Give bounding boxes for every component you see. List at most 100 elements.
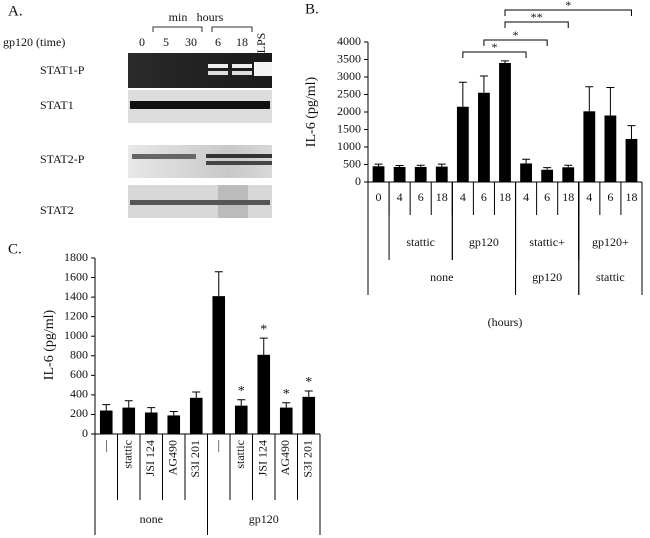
bar [583, 111, 596, 182]
error-bar [147, 407, 156, 413]
y-tick-label: 3500 [337, 51, 361, 65]
y-tick-label: 200 [70, 406, 88, 420]
row-label: STAT2-P [40, 152, 85, 166]
error-bar [259, 337, 268, 355]
time-group: hours [197, 10, 224, 24]
x-label: gp120 (time) [3, 35, 65, 49]
error-bar [416, 164, 425, 167]
group-label: stattic [406, 235, 435, 249]
x-tick-label: 18 [625, 190, 637, 204]
bar [189, 397, 203, 434]
x-tick-label: JSI 124 [143, 440, 157, 476]
significance-label: * [283, 387, 290, 402]
x-tick-label: S3I 201 [301, 440, 315, 478]
lane-label: LPS [254, 33, 268, 54]
bar [541, 169, 554, 182]
y-tick-label: 0 [355, 174, 361, 188]
panel-label: B. [305, 1, 319, 17]
y-tick-label: 2000 [337, 104, 361, 118]
error-bar [192, 391, 201, 398]
x-tick-label: 6 [481, 190, 487, 204]
y-tick-label: 600 [70, 367, 88, 381]
bar [99, 410, 113, 434]
y-tick-label: 400 [70, 387, 88, 401]
error-bar [237, 399, 246, 406]
error-bar [282, 402, 291, 408]
y-tick-label: 3000 [337, 69, 361, 83]
panel-label: C. [8, 241, 22, 257]
error-bar [606, 87, 615, 116]
bar [604, 115, 617, 182]
y-tick-label: 4000 [337, 34, 361, 48]
group-label: stattic+ [529, 235, 565, 249]
x-axis-label: (hours) [488, 315, 523, 329]
significance-label: ** [531, 10, 543, 24]
bar [562, 167, 575, 182]
error-bar [564, 164, 573, 168]
bar [478, 92, 490, 182]
x-tick-label: 0 [376, 190, 382, 204]
bar [456, 106, 469, 182]
error-bar [458, 81, 467, 107]
y-tick-label: 2500 [337, 86, 361, 100]
x-tick-label: — [211, 439, 225, 453]
bar [302, 396, 316, 434]
group-label: gp120 [249, 512, 279, 526]
error-bar [374, 163, 383, 167]
significance-bracket [504, 21, 569, 28]
error-bar [102, 404, 111, 411]
error-bar [437, 163, 446, 167]
bar [372, 166, 385, 182]
y-tick-label: 1400 [64, 289, 88, 303]
bar [499, 63, 511, 182]
bar [144, 412, 158, 434]
bar [625, 138, 638, 182]
x-tick-label: — [98, 439, 112, 453]
x-tick-label: JSI 124 [256, 440, 270, 476]
bar [212, 296, 226, 434]
error-bar [501, 60, 509, 63]
error-bar [395, 165, 404, 167]
error-bar [304, 390, 313, 397]
significance-bracket [483, 39, 548, 46]
error-bar [214, 271, 223, 297]
error-bar [543, 167, 552, 170]
y-tick-label: 1200 [64, 308, 88, 322]
x-tick-label: 18 [562, 190, 574, 204]
x-tick-label: 4 [586, 190, 592, 204]
row-label: STAT2 [40, 203, 74, 217]
y-tick-label: 1800 [64, 250, 88, 264]
x-tick-label: 6 [418, 190, 424, 204]
group-label: none [140, 512, 163, 526]
time-group: min [169, 10, 188, 24]
error-bar [627, 125, 636, 139]
group-label: stattic [596, 270, 625, 284]
row-label: STAT1 [40, 98, 74, 112]
x-tick-label: 18 [499, 190, 511, 204]
bar [257, 354, 271, 434]
y-tick-label: 1600 [64, 269, 88, 283]
significance-label: * [565, 0, 571, 12]
significance-label: * [238, 384, 245, 399]
x-tick-label: stattic [121, 440, 135, 469]
y-axis-label: IL-6 (pg/ml) [304, 76, 319, 147]
x-tick-label: stattic [233, 440, 247, 469]
bar [122, 407, 136, 434]
lane-label: 0 [139, 35, 145, 49]
row-label: STAT1-P [40, 63, 85, 77]
lane-label: 30 [185, 35, 197, 49]
y-tick-label: 1000 [64, 328, 88, 342]
error-bar [169, 411, 178, 416]
lane-label: 18 [236, 35, 248, 49]
bar [414, 166, 427, 182]
y-tick-label: 1500 [337, 121, 361, 135]
y-tick-label: 0 [82, 426, 88, 440]
bar [393, 166, 406, 182]
error-bar [479, 75, 488, 93]
x-tick-label: 4 [397, 190, 403, 204]
bar [520, 163, 532, 182]
group-label: gp120 [532, 270, 562, 284]
significance-bracket [504, 9, 632, 16]
group-label: none [430, 270, 453, 284]
